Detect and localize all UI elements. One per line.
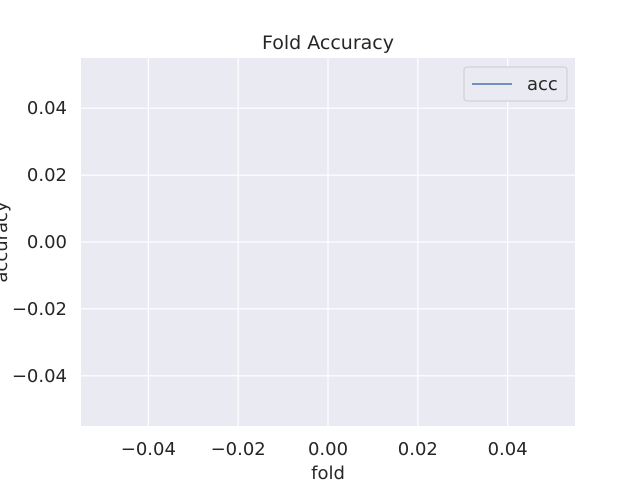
chart-title: Fold Accuracy: [262, 32, 394, 54]
y-tick-label: 0.04: [27, 98, 67, 119]
y-tick-label: 0.02: [27, 165, 67, 186]
grid-lines: [81, 58, 575, 426]
y-tick-labels: −0.04 −0.02 0.00 0.02 0.04: [12, 98, 67, 387]
x-tick-label: 0.04: [488, 439, 528, 460]
x-tick-label: 0.00: [308, 439, 348, 460]
y-tick-label: −0.04: [12, 366, 67, 387]
x-axis-label: fold: [311, 463, 345, 480]
x-tick-label: −0.04: [121, 439, 176, 460]
legend-box: [463, 66, 568, 102]
y-axis-label: accuracy: [0, 201, 12, 283]
x-tick-label: 0.02: [398, 439, 438, 460]
x-tick-labels: −0.04 −0.02 0.00 0.02 0.04: [121, 439, 528, 460]
x-tick-label: −0.02: [211, 439, 266, 460]
y-tick-label: −0.02: [12, 299, 67, 320]
y-tick-label: 0.00: [27, 232, 67, 253]
legend-label-acc: acc: [527, 74, 558, 95]
legend: acc: [463, 66, 568, 102]
